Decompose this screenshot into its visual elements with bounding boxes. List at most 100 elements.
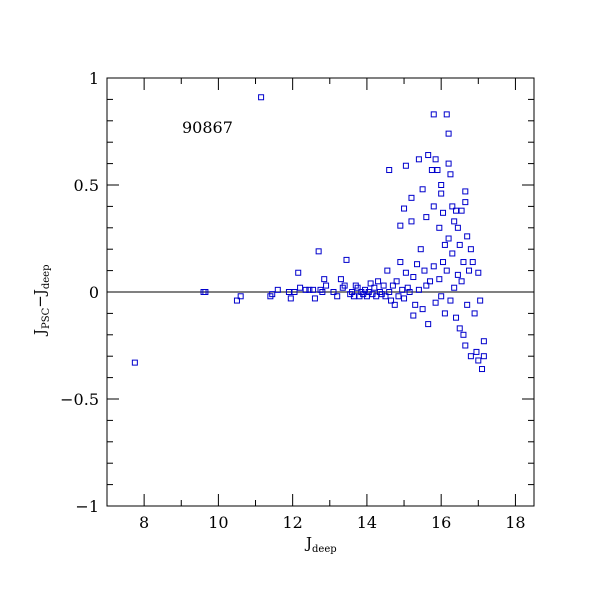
data-point (421, 267, 428, 274)
y-axis-label-main2: J (31, 289, 49, 297)
data-point (410, 274, 417, 281)
data-point (408, 218, 415, 225)
data-point (440, 209, 447, 216)
data-point (432, 299, 439, 306)
data-point (315, 248, 322, 255)
x-axis-label: Jdeep (304, 534, 337, 555)
data-point (419, 306, 426, 313)
data-point (287, 295, 294, 302)
x-tick-label: 18 (505, 513, 525, 532)
data-point (397, 259, 404, 266)
y-tick-label: 0 (89, 283, 99, 302)
data-point (436, 224, 443, 231)
y-axis-label-main1: J (31, 329, 49, 337)
data-point (430, 263, 437, 270)
x-tick-label: 12 (282, 513, 302, 532)
y-axis-label-sub2: deep (41, 265, 52, 290)
data-point (402, 269, 409, 276)
data-point (402, 162, 409, 169)
data-point (373, 293, 380, 300)
data-point (401, 295, 408, 302)
data-point (414, 261, 421, 268)
y-axis-label: JPSC−Jdeep (31, 265, 52, 337)
data-point (306, 286, 313, 293)
data-point (269, 291, 276, 298)
data-point (454, 271, 461, 278)
data-point (467, 353, 474, 360)
data-point (434, 167, 441, 174)
data-point (302, 286, 309, 293)
y-axis-label-sep: − (31, 295, 49, 308)
data-point (445, 130, 452, 137)
y-tick-label: 0.5 (74, 176, 99, 195)
data-point (395, 293, 402, 300)
data-point (480, 353, 487, 360)
data-point (462, 342, 469, 349)
data-point (436, 276, 443, 283)
data-point (456, 325, 463, 332)
data-point (471, 310, 478, 317)
data-point (354, 284, 361, 291)
data-point (475, 269, 482, 276)
data-point (458, 207, 465, 214)
data-point (321, 276, 328, 283)
y-tick-label: −1 (75, 497, 99, 516)
data-point (399, 286, 406, 293)
data-point (410, 312, 417, 319)
data-point (350, 293, 357, 300)
points-layer (131, 94, 487, 373)
data-point (406, 289, 413, 295)
data-point (464, 233, 471, 240)
data-point (460, 259, 467, 266)
data-point (477, 297, 484, 304)
data-point (343, 256, 350, 263)
data-point (438, 293, 445, 300)
data-point (415, 156, 422, 163)
chart-annotation: 90867 (182, 118, 233, 137)
data-point (274, 286, 281, 293)
data-point (258, 94, 265, 101)
data-point (386, 167, 393, 174)
data-point (337, 276, 344, 283)
data-point (475, 357, 482, 364)
data-point (233, 297, 240, 304)
x-tick-label: 10 (208, 513, 228, 532)
data-point (425, 152, 432, 159)
data-point (297, 284, 304, 291)
x-tick-label: 16 (431, 513, 451, 532)
data-point (449, 203, 456, 210)
data-point (310, 286, 317, 293)
data-point (464, 301, 471, 308)
data-point (408, 194, 415, 201)
data-point (425, 321, 432, 328)
data-point (319, 289, 326, 295)
data-point (367, 280, 374, 287)
data-point (438, 182, 445, 188)
data-point (479, 366, 486, 373)
x-tick-label: 14 (357, 513, 377, 532)
data-point (462, 199, 469, 206)
data-point (341, 282, 348, 289)
data-point (375, 278, 382, 285)
data-point (453, 314, 460, 321)
data-point (456, 241, 463, 248)
data-point (451, 284, 458, 291)
data-point (285, 289, 292, 295)
x-tick-label: 8 (139, 513, 149, 532)
data-point (443, 111, 450, 118)
data-point (401, 205, 408, 212)
data-point (131, 359, 138, 366)
data-point (467, 246, 474, 253)
data-point (415, 286, 422, 293)
data-point (389, 282, 396, 289)
data-point (371, 284, 378, 291)
data-point (453, 207, 460, 214)
data-point (202, 289, 209, 295)
data-point (449, 250, 456, 257)
data-point (432, 156, 439, 163)
data-point (334, 293, 341, 300)
data-point (441, 310, 448, 317)
data-point (473, 348, 480, 355)
y-tick-label: 1 (89, 69, 99, 88)
